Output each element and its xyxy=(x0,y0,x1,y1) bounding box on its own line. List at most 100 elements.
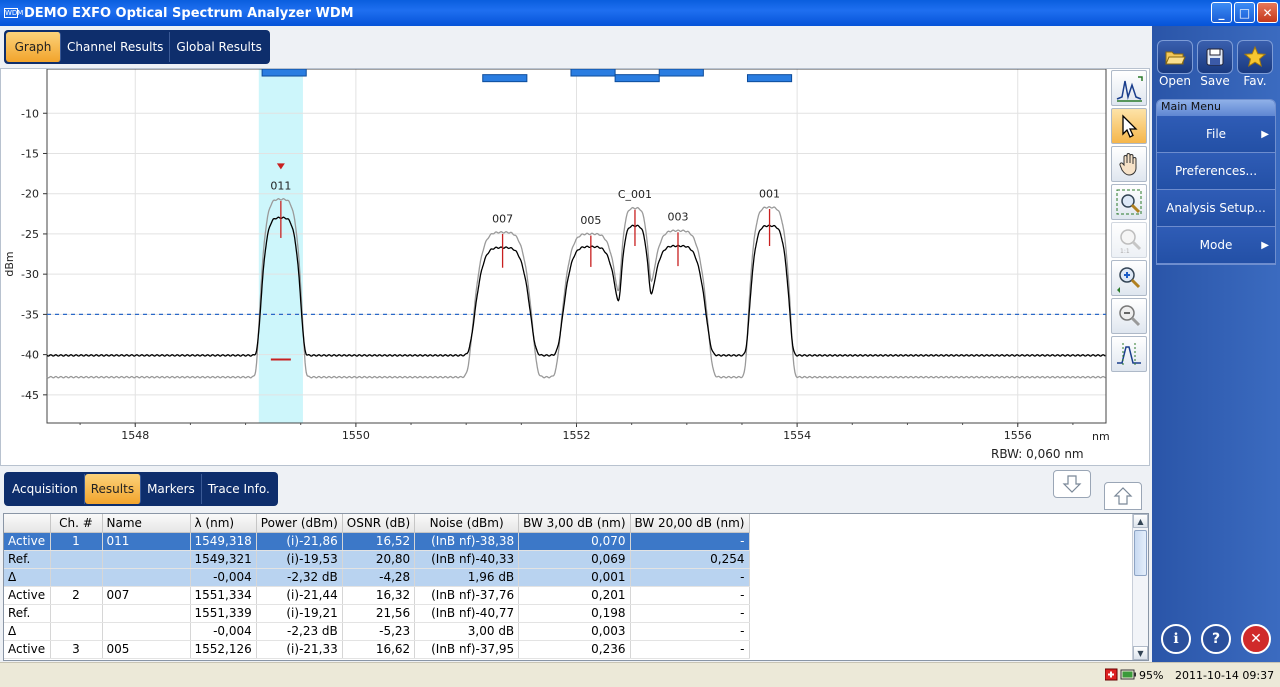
collapse-panel-button[interactable] xyxy=(1053,470,1091,498)
table-cell xyxy=(50,568,103,587)
peak-label: C_001 xyxy=(618,188,652,201)
menu-item-preferences[interactable]: Preferences... xyxy=(1157,153,1275,190)
menu-item-analysis-setup[interactable]: Analysis Setup... xyxy=(1157,190,1275,227)
table-header-cell[interactable] xyxy=(4,514,51,533)
full-scale-icon[interactable] xyxy=(1111,70,1147,106)
active-trace xyxy=(46,216,1106,357)
tab-global-results[interactable]: Global Results xyxy=(176,40,262,54)
table-header-cell[interactable]: BW 20,00 dB (nm) xyxy=(630,514,750,533)
tab-results[interactable]: Results xyxy=(84,474,142,504)
table-cell: 0,254 xyxy=(630,550,750,569)
table-cell: 16,62 xyxy=(342,640,416,659)
table-row[interactable]: Active 1 011 1549,318 (i)-21,86 16,52 (InB nf)… xyxy=(4,532,750,551)
svg-text:1:1: 1:1 xyxy=(1120,248,1130,255)
table-cell: -5,23 xyxy=(342,622,416,641)
favorites-button[interactable] xyxy=(1237,40,1273,74)
channel-bar xyxy=(658,68,704,77)
table-cell: 16,52 xyxy=(342,532,416,551)
auto-scale-icon[interactable] xyxy=(1111,336,1147,372)
menu-item-mode[interactable]: Mode ▶ xyxy=(1157,227,1275,264)
table-header-cell[interactable]: Power (dBm) xyxy=(256,514,343,533)
table-cell: Δ xyxy=(4,622,51,641)
zoom-out-icon[interactable] xyxy=(1111,298,1147,334)
rbw-label: RBW: 0,060 nm xyxy=(991,447,1084,461)
tab-markers[interactable]: Markers xyxy=(141,474,202,504)
exit-icon[interactable]: ✕ xyxy=(1241,624,1271,654)
table-row[interactable]: Ref. 1551,339 (i)-19,21 21,56 (InB nf)-40,77… xyxy=(4,604,750,623)
table-header-cell[interactable]: λ (nm) xyxy=(190,514,257,533)
chevron-right-icon: ▶ xyxy=(1261,239,1269,251)
save-disk-icon xyxy=(1206,48,1224,66)
date-time: 2011-10-14 09:37 xyxy=(1175,669,1275,682)
table-row[interactable]: Δ -0,004 -2,23 dB -5,23 3,00 dB 0,003- xyxy=(4,622,750,641)
table-header-cell[interactable]: Ch. # xyxy=(50,514,103,533)
menu-item-analysis-setup-label: Analysis Setup... xyxy=(1166,201,1266,215)
vertical-scrollbar[interactable]: ▲ ▼ xyxy=(1132,514,1148,660)
tab-trace-info[interactable]: Trace Info. xyxy=(207,482,270,496)
spectrum-chart[interactable]: 1548 1550 1552 1554 1556 -10 -15 -20 -25 -30 -35 -4… xyxy=(1,68,1110,465)
status-bar: 95% 2011-10-14 09:37 xyxy=(0,662,1280,687)
table-cell: 0,198 xyxy=(518,604,631,623)
menu-item-preferences-label: Preferences... xyxy=(1174,164,1258,178)
help-icon[interactable]: ? xyxy=(1201,624,1231,654)
minimize-button[interactable]: _ xyxy=(1211,2,1232,23)
y-tick-label: -20 xyxy=(21,188,39,201)
scroll-up-icon[interactable]: ▲ xyxy=(1133,514,1148,528)
zoom-area-icon[interactable] xyxy=(1111,184,1147,220)
table-cell xyxy=(102,622,191,641)
open-label: Open xyxy=(1158,74,1192,88)
menu-item-file-label: File xyxy=(1205,127,1227,141)
save-button[interactable] xyxy=(1197,40,1233,74)
close-window-button[interactable]: ✕ xyxy=(1257,2,1278,23)
table-cell: 0,003 xyxy=(518,622,631,641)
table-cell: Active xyxy=(4,640,51,659)
zoom-in-icon[interactable] xyxy=(1111,260,1147,296)
table-cell: 1,96 dB xyxy=(414,568,520,587)
table-cell: 0,069 xyxy=(518,550,631,569)
table-cell: -0,004 xyxy=(190,622,257,641)
table-cell xyxy=(102,550,191,569)
channel-bar xyxy=(614,74,660,83)
tab-acquisition[interactable]: Acquisition xyxy=(6,474,85,504)
maximize-button[interactable]: □ xyxy=(1234,2,1255,23)
tab-channel-results[interactable]: Channel Results xyxy=(61,32,171,62)
spectrum-graph[interactable]: 1548 1550 1552 1554 1556 -10 -15 -20 -25 -30 -35 -4… xyxy=(0,68,1150,466)
table-cell xyxy=(50,604,103,623)
table-cell: - xyxy=(630,532,750,551)
table-cell: 3,00 dB xyxy=(414,622,520,641)
tab-graph[interactable]: Graph xyxy=(6,32,61,62)
table-row[interactable]: Ref. 1549,321 (i)-19,53 20,80 (InB nf)-40,33… xyxy=(4,550,750,569)
y-tick-label: -30 xyxy=(21,268,39,281)
title-bar: WDM DEMO EXFO Optical Spectrum Analyzer … xyxy=(0,0,1280,26)
scroll-down-icon[interactable]: ▼ xyxy=(1133,646,1148,660)
zoom-1to1-icon[interactable]: 1:1 xyxy=(1111,222,1147,258)
table-header-cell[interactable]: Name xyxy=(102,514,191,533)
table-row[interactable]: Active 2 007 1551,334 (i)-21,44 16,32 (InB nf)… xyxy=(4,586,750,605)
graph-toolbar: 1:1 xyxy=(1110,68,1150,373)
x-tick-label: 1554 xyxy=(783,429,811,442)
pan-hand-icon[interactable] xyxy=(1111,146,1147,182)
open-button[interactable] xyxy=(1157,40,1193,74)
x-tick-label: 1556 xyxy=(1004,429,1032,442)
table-cell: (InB nf)-38,38 xyxy=(414,532,520,551)
table-cell: - xyxy=(630,568,750,587)
pointer-icon[interactable] xyxy=(1111,108,1147,144)
table-cell: 005 xyxy=(102,640,191,659)
channel-bar xyxy=(482,74,528,83)
x-tick-label: 1552 xyxy=(563,429,591,442)
table-cell: 3 xyxy=(50,640,103,659)
selected-peak-marker xyxy=(276,163,285,170)
info-icon[interactable]: ℹ xyxy=(1161,624,1191,654)
table-row[interactable]: Δ -0,004 -2,32 dB -4,28 1,96 dB 0,001- xyxy=(4,568,750,587)
table-cell: 20,80 xyxy=(342,550,416,569)
menu-item-file[interactable]: File ▶ xyxy=(1157,116,1275,153)
table-header-cell[interactable]: BW 3,00 dB (nm) xyxy=(518,514,631,533)
scroll-thumb[interactable] xyxy=(1134,530,1147,576)
table-row[interactable]: Active 3 005 1552,126 (i)-21,33 16,62 (InB nf)… xyxy=(4,640,750,659)
table-header-cell[interactable]: OSNR (dB) xyxy=(342,514,416,533)
window-title: DEMO EXFO Optical Spectrum Analyzer WDM xyxy=(24,5,354,21)
table-header-cell[interactable]: Noise (dBm) xyxy=(414,514,520,533)
x-tick-label: 1548 xyxy=(121,429,149,442)
table-cell: Active xyxy=(4,532,51,551)
expand-panel-button[interactable] xyxy=(1104,482,1142,510)
